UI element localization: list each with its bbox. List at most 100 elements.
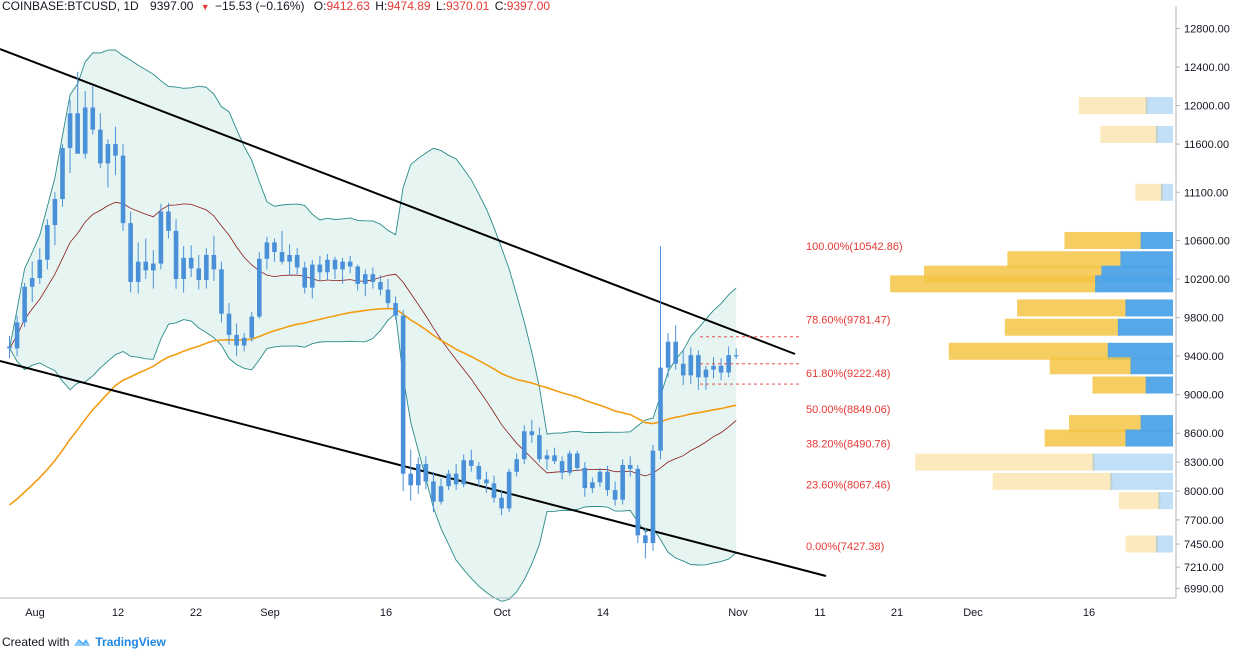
candle [196,254,202,290]
fib-level-label: 100.00%(10542.86) [806,241,903,253]
fib-level-label: 23.60%(8067.46) [806,480,890,492]
fib-level-label: 0.00%(7427.38) [806,541,884,553]
candle [60,144,65,207]
candle-body [658,367,663,451]
candle [355,264,361,291]
candle-body [241,337,247,346]
candle-body [408,473,414,486]
price-tick-label: 10200.00 [1184,274,1230,286]
time-tick-label: 21 [891,607,903,619]
volume-profile-down-bar [1064,231,1143,249]
candle-body [468,460,474,466]
time-tick-label: Dec [963,607,983,619]
candle-body [559,461,565,473]
candle-body [143,261,149,271]
candle [90,86,96,135]
candle-body [188,257,194,269]
candle-body [249,316,255,338]
candle [378,275,383,296]
candle [438,478,444,505]
candle-body [120,155,126,224]
candle-body [219,269,224,314]
price-tick-label: 8300.00 [1184,457,1224,469]
channel-lower-trendline[interactable] [0,360,827,577]
candle [211,235,217,281]
volume-profile-down-bar [948,342,1110,360]
candle [241,332,247,352]
channel-upper-trendline[interactable] [0,48,796,355]
candle [514,453,519,477]
volume-profile-down-bar [1125,535,1158,553]
candle-body [537,435,542,460]
price-tick-label: 8000.00 [1184,486,1224,498]
candle [22,282,27,328]
candle-body [438,486,444,502]
candle-body [514,459,519,472]
candle [249,311,255,342]
price-tick-label: 11600.00 [1184,139,1229,151]
time-tick-label: Sep [260,607,280,619]
price-tick-label: 9400.00 [1184,351,1224,363]
candle [302,261,308,294]
volume-profile-up-bar [1117,318,1173,336]
tradingview-brand[interactable]: TradingView [95,634,166,649]
price-change: −15.53 (−0.16%) [215,0,305,13]
candle [590,477,595,493]
candle [627,456,633,477]
candle [476,462,482,487]
candle [347,255,353,274]
candle [37,248,43,284]
candle-body [567,453,572,473]
candle [688,347,694,385]
volume-profile-down-bar [1069,415,1143,433]
price-tick-label: 11100.00 [1184,187,1228,199]
candle-body [234,334,239,346]
candle-body [521,431,527,460]
volume-profile-up-bar [1125,299,1173,317]
volume-profile-down-bar [1017,299,1128,317]
symbol-label[interactable]: COINBASE:BTCUSD, 1D [2,0,139,13]
fib-level-label: 50.00%(8849.06) [806,404,890,416]
candle-body [370,274,376,282]
candle-body [627,465,633,469]
candle-body [325,259,330,273]
volume-profile-down-bar [1004,318,1120,336]
candle-body [597,471,603,483]
bollinger-band-fill [9,49,737,602]
candle-body [272,242,277,253]
volume-profile-up-bar [1130,357,1173,375]
volume-profile-up-bar [1155,125,1173,143]
volume-profile-down-bar [1044,429,1128,447]
candle-body [211,254,217,270]
candle-body [340,261,345,270]
candle-body [552,455,557,462]
volume-profile-row [1100,125,1173,143]
candle-body [605,471,610,491]
candle [135,242,141,294]
price-tick-label: 12000.00 [1184,101,1230,113]
candle-body [52,199,58,226]
candle [567,450,572,476]
price-tick-label: 12800.00 [1184,23,1230,35]
change-down-icon: ▼ [200,2,210,12]
candle [105,139,111,188]
candle [484,471,489,493]
candle-body [362,274,368,284]
candle-body [105,144,111,164]
candle-body [726,355,731,373]
bollinger-lower-line [9,312,737,602]
candle-body [620,465,625,500]
tradingview-logo-icon [73,636,91,648]
time-tick-label: 22 [190,607,202,619]
candle [423,456,429,490]
candle-body [302,267,308,288]
candle-body [82,107,88,154]
volume-profile-row [1017,299,1173,317]
candle [188,245,194,278]
candle [52,192,58,246]
candle [612,481,618,506]
candle-body [400,315,406,474]
candle-body [196,268,202,280]
candle [173,219,179,289]
